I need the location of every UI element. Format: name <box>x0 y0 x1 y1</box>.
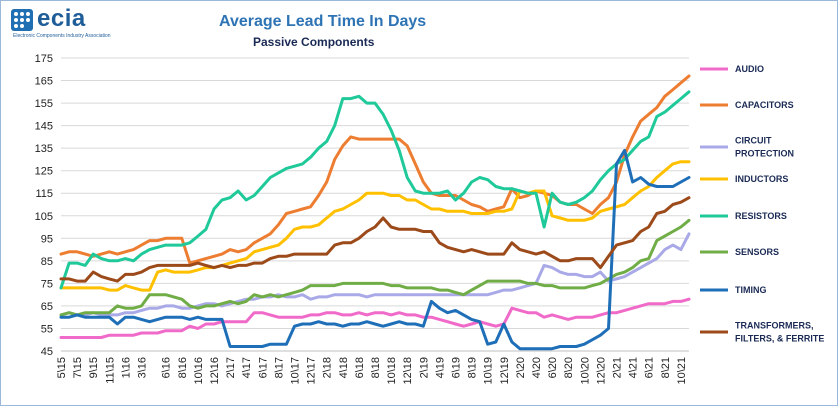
y-tick-label: 105 <box>35 211 53 223</box>
x-tick-label: 6\21 <box>644 357 656 378</box>
x-tick-label: 2\18 <box>322 357 334 378</box>
y-tick-label: 165 <box>35 76 53 88</box>
y-axis-ticks: 45 55 65 75 85 95 105 115 125 135 145 155 165 175 <box>35 53 53 358</box>
x-tick-label: 8\19 <box>467 357 479 378</box>
series-line-audio <box>59 297 691 339</box>
x-tick-label: 10\18 <box>386 357 398 385</box>
x-tick-label: 2\21 <box>612 357 624 378</box>
x-tick-label: 6\17 <box>257 357 269 378</box>
x-tick-label: 6\16 <box>161 357 173 378</box>
x-tick-label: 10\16 <box>193 357 205 385</box>
series-line-transformers-filters-ferrite <box>59 196 691 283</box>
series-lines <box>59 74 691 351</box>
x-tick-label: 8\20 <box>563 357 575 378</box>
x-tick-label: 4\19 <box>434 357 446 378</box>
x-tick-label: 12\16 <box>209 357 221 385</box>
y-tick-label: 145 <box>35 121 53 133</box>
x-tick-label: 8\17 <box>273 357 285 378</box>
y-tick-label: 175 <box>35 53 53 65</box>
series-line-sensors <box>59 218 691 317</box>
x-tick-label: 10\17 <box>289 357 301 385</box>
x-tick-label: 10\19 <box>483 357 495 385</box>
y-tick-label: 115 <box>35 188 53 200</box>
x-tick-label: 10\21 <box>676 357 688 385</box>
x-tick-label: 8\16 <box>177 357 189 378</box>
y-tick-label: 85 <box>41 256 53 268</box>
x-tick-label: 1\16 <box>120 357 132 378</box>
series-line-circuit-protection <box>59 232 691 317</box>
y-tick-label: 75 <box>41 278 53 290</box>
x-tick-label: 6\20 <box>547 357 559 378</box>
series-line-inductors <box>59 160 691 292</box>
x-tick-label: 6\19 <box>451 357 463 378</box>
x-tick-label: 2\20 <box>515 357 527 378</box>
x-tick-label: 12\19 <box>499 357 511 385</box>
y-tick-label: 65 <box>41 301 53 313</box>
legend-label: CIRCUIT PROTECTION <box>735 136 794 159</box>
ecia-logo: ecia Electronic Components Industry Asso… <box>11 5 121 41</box>
x-tick-label: 6\18 <box>354 357 366 378</box>
series-line-resistors <box>59 90 691 290</box>
series-line-capacitors <box>59 74 691 265</box>
x-tick-label: 5\15 <box>56 357 68 378</box>
x-tick-label: 4\21 <box>628 357 640 378</box>
x-tick-label: 3\16 <box>137 357 149 378</box>
legend-label: TRANSFORMERS, FILTERS, & FERRITE <box>735 321 824 344</box>
x-tick-label: 8\18 <box>370 357 382 378</box>
gridlines <box>61 57 689 352</box>
chart-title: Average Lead Time In Days <box>219 13 427 30</box>
y-tick-label: 95 <box>41 233 53 245</box>
x-tick-label: 11\15 <box>104 357 116 384</box>
x-tick-label: 8\21 <box>660 357 672 378</box>
x-tick-label: 2\17 <box>225 357 237 378</box>
x-tick-label: 4\18 <box>338 357 350 378</box>
x-tick-label: 10\20 <box>579 357 591 385</box>
series-line-timing <box>59 148 691 351</box>
y-tick-label: 55 <box>41 323 53 335</box>
y-tick-label: 135 <box>35 143 53 155</box>
x-tick-label: 7\15 <box>72 357 84 378</box>
ecia-logo-tagline: Electronic Components Industry Associati… <box>13 33 111 39</box>
legend-label: CAPACITORS <box>735 100 794 110</box>
x-tick-label: 4\17 <box>241 357 253 378</box>
legend-label: SENSORS <box>735 247 779 257</box>
y-tick-label: 45 <box>41 346 53 358</box>
x-tick-label: 9\15 <box>88 357 100 378</box>
x-axis-ticks: 5\15 7\15 9\15 11\15 1\16 3\16 6\16 8\16 10\16 12… <box>56 357 688 385</box>
legend-label: INDUCTORS <box>735 174 788 184</box>
legend-label: TIMING <box>735 285 767 295</box>
ecia-logo-mark <box>11 9 33 31</box>
ecia-logo-name: ecia <box>37 5 86 32</box>
x-tick-label: 4\20 <box>531 357 543 378</box>
legend-label: RESISTORS <box>735 211 787 221</box>
x-tick-label: 12\17 <box>306 357 318 385</box>
legend: AUDIO CAPACITORS CIRCUIT PROTECTION INDUCTOR… <box>700 64 824 344</box>
y-tick-label: 125 <box>35 166 53 178</box>
y-tick-label: 155 <box>35 98 53 110</box>
x-tick-label: 12\20 <box>595 357 607 385</box>
x-tick-label: 12\18 <box>402 357 414 385</box>
legend-label: AUDIO <box>735 64 764 74</box>
x-tick-label: 2\19 <box>418 357 430 378</box>
chart-subtitle: Passive Components <box>253 35 375 49</box>
